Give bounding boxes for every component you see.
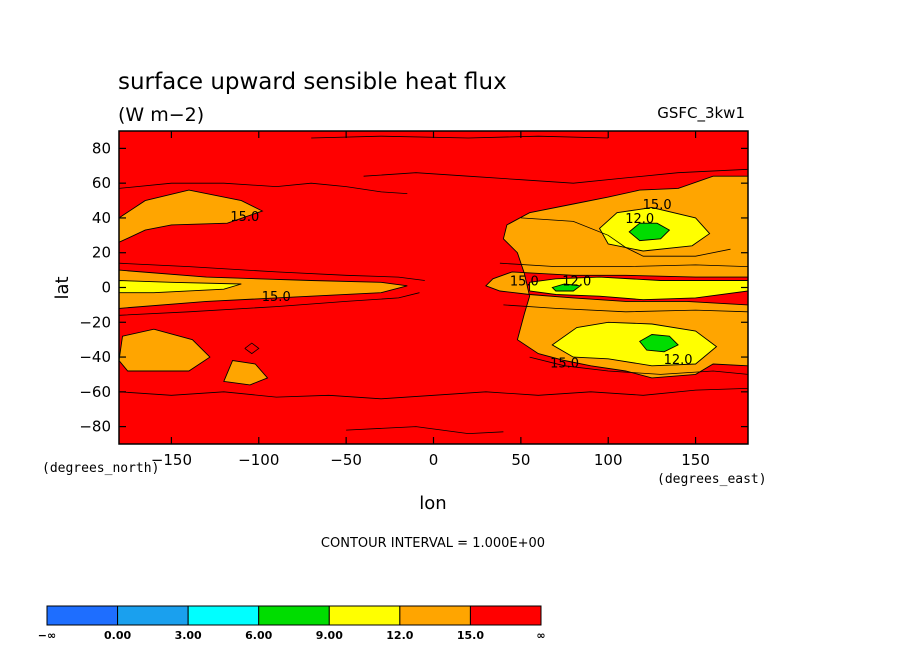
contour-label: 12.0 <box>664 353 693 368</box>
colorbar: −∞ 0.00 3.00 6.00 9.00 12.0 15.0 ∞ <box>38 605 546 642</box>
colorbar-label: 0.00 <box>104 629 131 642</box>
x-tick-label: 100 <box>594 451 623 469</box>
y-tick-label: 80 <box>92 139 111 157</box>
x-axis: −150 −100 −50 0 50 100 150 <box>151 131 710 469</box>
contour-region-15 <box>223 360 269 386</box>
contour-line <box>503 304 748 313</box>
x-tick-label: 0 <box>429 451 439 469</box>
colorbar-swatch <box>469 605 542 626</box>
colorbar-label: 15.0 <box>457 629 484 642</box>
colorbar-label: 9.00 <box>316 629 343 642</box>
colorbar-label: 3.00 <box>175 629 202 642</box>
colorbar-swatch <box>399 605 471 626</box>
contour-fill-layer <box>119 175 748 386</box>
x-tick-label: −50 <box>330 451 362 469</box>
chart-units: (W m−2) <box>118 104 204 126</box>
contour-line <box>346 426 504 435</box>
contour-interval-note: CONTOUR INTERVAL = 1.000E+00 <box>321 536 545 551</box>
y-tick-label: 0 <box>101 279 111 297</box>
contour-region-15 <box>119 269 408 309</box>
x-tick-label: −100 <box>238 451 279 469</box>
contour-region-6 <box>551 283 582 292</box>
y-tick-label: −40 <box>79 348 111 366</box>
plot-area: 15.015.015.0 12.015.012.015.0 12.0 <box>118 130 749 445</box>
contour-label: 15.0 <box>550 356 579 371</box>
y-axis-label: lat <box>52 276 73 299</box>
x-axis-label: lon <box>419 493 446 514</box>
contour-line <box>499 262 748 268</box>
contour-region-12 <box>529 276 748 301</box>
contour-region-12 <box>551 321 718 367</box>
colorbar-label: 12.0 <box>386 629 413 642</box>
colorbar-swatch <box>117 605 189 626</box>
y-tick-label: −80 <box>79 418 111 436</box>
chart-title: surface upward sensible heat flux <box>118 69 507 95</box>
x-tick-label: 50 <box>511 451 530 469</box>
colorbar-swatch <box>258 605 330 626</box>
contour-line <box>363 168 748 184</box>
contour-line <box>119 262 425 281</box>
y-axis: 80 60 40 20 0 −20 −40 −60 −80 <box>79 139 748 436</box>
contour-region-6 <box>639 334 679 353</box>
dataset-label: GSFC_3kw1 <box>657 104 745 123</box>
x-tick-label: −150 <box>151 451 192 469</box>
contour-line-layer <box>119 135 748 435</box>
y-unit-label: (degrees_north) <box>42 461 159 476</box>
colorbar-label: ∞ <box>536 629 545 642</box>
contour-region-15 <box>119 328 211 372</box>
contour-label: 15.0 <box>230 210 259 225</box>
colorbar-swatch <box>328 605 401 626</box>
contour-label: 15.0 <box>262 290 291 305</box>
contour-label: 12.0 <box>562 275 591 290</box>
y-tick-label: 40 <box>92 209 111 227</box>
contour-label: 12.0 <box>625 212 654 227</box>
contour-region-15 <box>119 189 264 243</box>
y-tick-label: −60 <box>79 383 111 401</box>
contour-label: 15.0 <box>643 198 672 213</box>
contour-line <box>311 135 609 139</box>
contour-line <box>244 342 260 355</box>
contour-line <box>529 356 748 375</box>
y-tick-label: −20 <box>79 313 111 331</box>
y-tick-label: 20 <box>92 244 111 262</box>
colorbar-label: −∞ <box>38 629 56 642</box>
contour-line <box>119 292 420 316</box>
colorbar-swatch <box>46 605 119 626</box>
y-tick-label: 60 <box>92 174 111 192</box>
contour-line <box>520 217 731 257</box>
contour-line <box>119 388 748 400</box>
contour-region-12 <box>119 280 242 294</box>
colorbar-label: 6.00 <box>245 629 272 642</box>
contour-region-6 <box>628 222 671 242</box>
contour-line <box>119 182 408 194</box>
contour-label: 15.0 <box>510 275 539 290</box>
contour-label-layer: 15.015.015.0 12.015.012.015.0 12.0 <box>230 198 692 371</box>
colorbar-swatch <box>187 605 260 626</box>
x-unit-label: (degrees_east) <box>657 472 767 487</box>
x-tick-label: 150 <box>681 451 710 469</box>
